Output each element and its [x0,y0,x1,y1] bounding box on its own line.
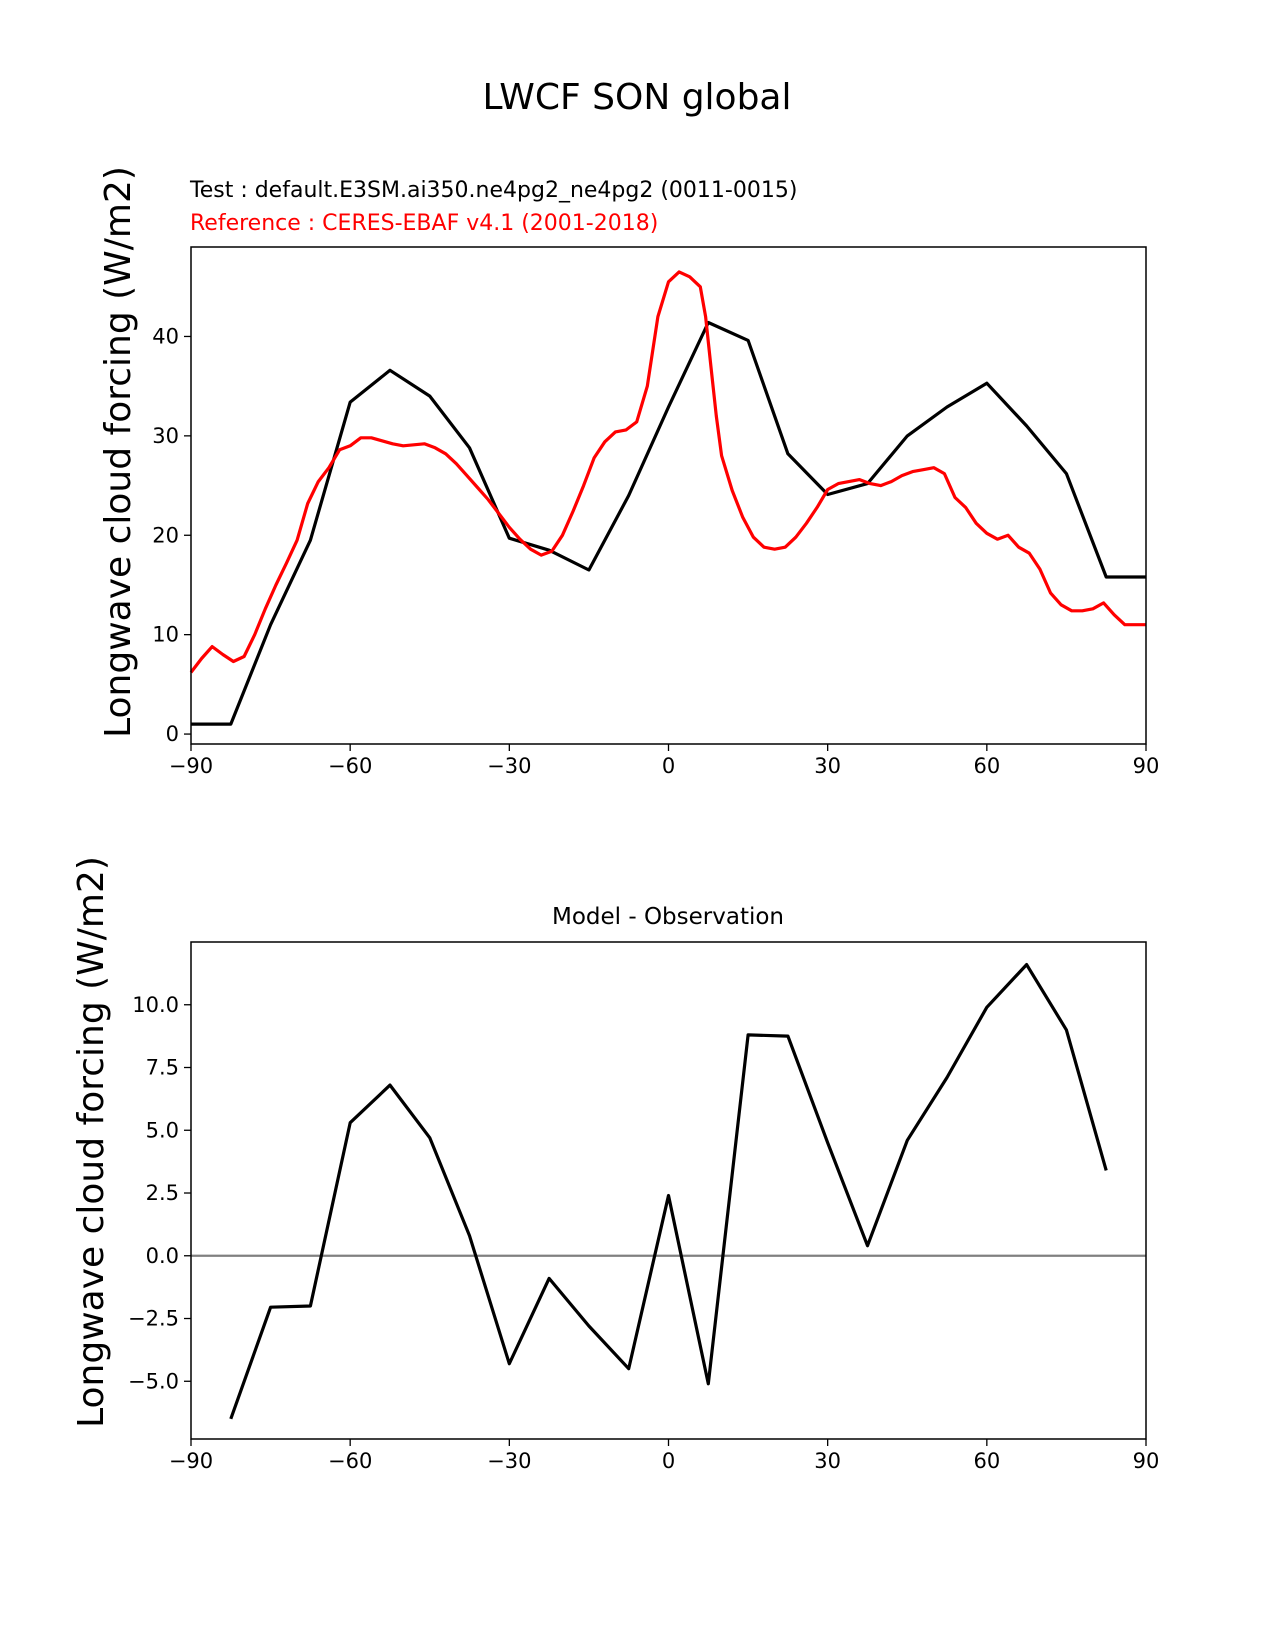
panel-1-y-tick-label: 40 [152,324,179,348]
panel-1-x-tick-label: 90 [1133,754,1160,778]
panel-2-y-tick-label: 10.0 [132,993,179,1017]
panel-2-y-tick-label: −5.0 [128,1369,179,1393]
panel-1-plot-area [189,270,1146,726]
panel-2-ticks: −90 −60 −30 0 30 60 90 −5.0 −2.5 0.0 2.5 5.0 7.5 10.0 [128,993,1159,1473]
figure-title: LWCF SON global [483,77,792,118]
panel-2-x-tick-label: −30 [487,1449,531,1473]
panel-1-x-tick-label: 30 [814,754,841,778]
panel-2-x-tick-label: 0 [662,1449,675,1473]
panel-2-plot-area [191,962,1146,1420]
difference-series-line [229,962,1108,1420]
panel-1-y-tick-label: 20 [152,523,179,547]
panel-2-x-tick-label: 30 [814,1449,841,1473]
panel-1-y-tick-label: 0 [166,722,179,746]
panel-1-x-tick-label: 0 [662,754,675,778]
panel-2: Model - Observation Longwave cloud forci… [71,856,1159,1473]
panel-2-y-axis-label: Longwave cloud forcing (W/m2) [71,856,112,1428]
panel-1-frame [190,246,1147,745]
panel-2-y-tick-label: 5.0 [146,1118,179,1142]
panel-1-x-tick-label: 60 [973,754,1000,778]
panel-2-frame [190,941,1147,1440]
panel-2-x-tick-label: −90 [169,1449,213,1473]
panel-2-y-tick-label: 2.5 [146,1181,179,1205]
panel-2-x-tick-label: 90 [1133,1449,1160,1473]
panel-2-y-tick-label: −2.5 [128,1307,179,1331]
panel-2-x-tick-label: 60 [973,1449,1000,1473]
reference-series-line [189,270,1146,674]
panel-1-reference-label: Reference : CERES-EBAF v4.1 (2001-2018) [190,211,658,236]
panel-1-x-tick-label: −30 [487,754,531,778]
panel-1-ticks: −90 −60 −30 0 30 60 90 0 10 20 30 40 [152,324,1159,778]
panel-2-title: Model - Observation [552,904,784,930]
panel-2-y-tick-label: 0.0 [146,1244,179,1268]
panel-1-y-tick-label: 30 [152,424,179,448]
panel-1: Test : default.E3SM.ai350.ne4pg2_ne4pg2 … [98,166,1159,778]
panel-1-test-label: Test : default.E3SM.ai350.ne4pg2_ne4pg2 … [189,178,797,203]
panel-1-x-tick-label: −60 [328,754,372,778]
panel-1-y-axis-label: Longwave cloud forcing (W/m2) [98,166,139,738]
panel-1-y-tick-label: 10 [152,623,179,647]
panel-2-y-tick-label: 7.5 [146,1056,179,1080]
test-series-line [191,320,1146,726]
panel-2-x-tick-label: −60 [328,1449,372,1473]
panel-1-x-tick-label: −90 [169,754,213,778]
